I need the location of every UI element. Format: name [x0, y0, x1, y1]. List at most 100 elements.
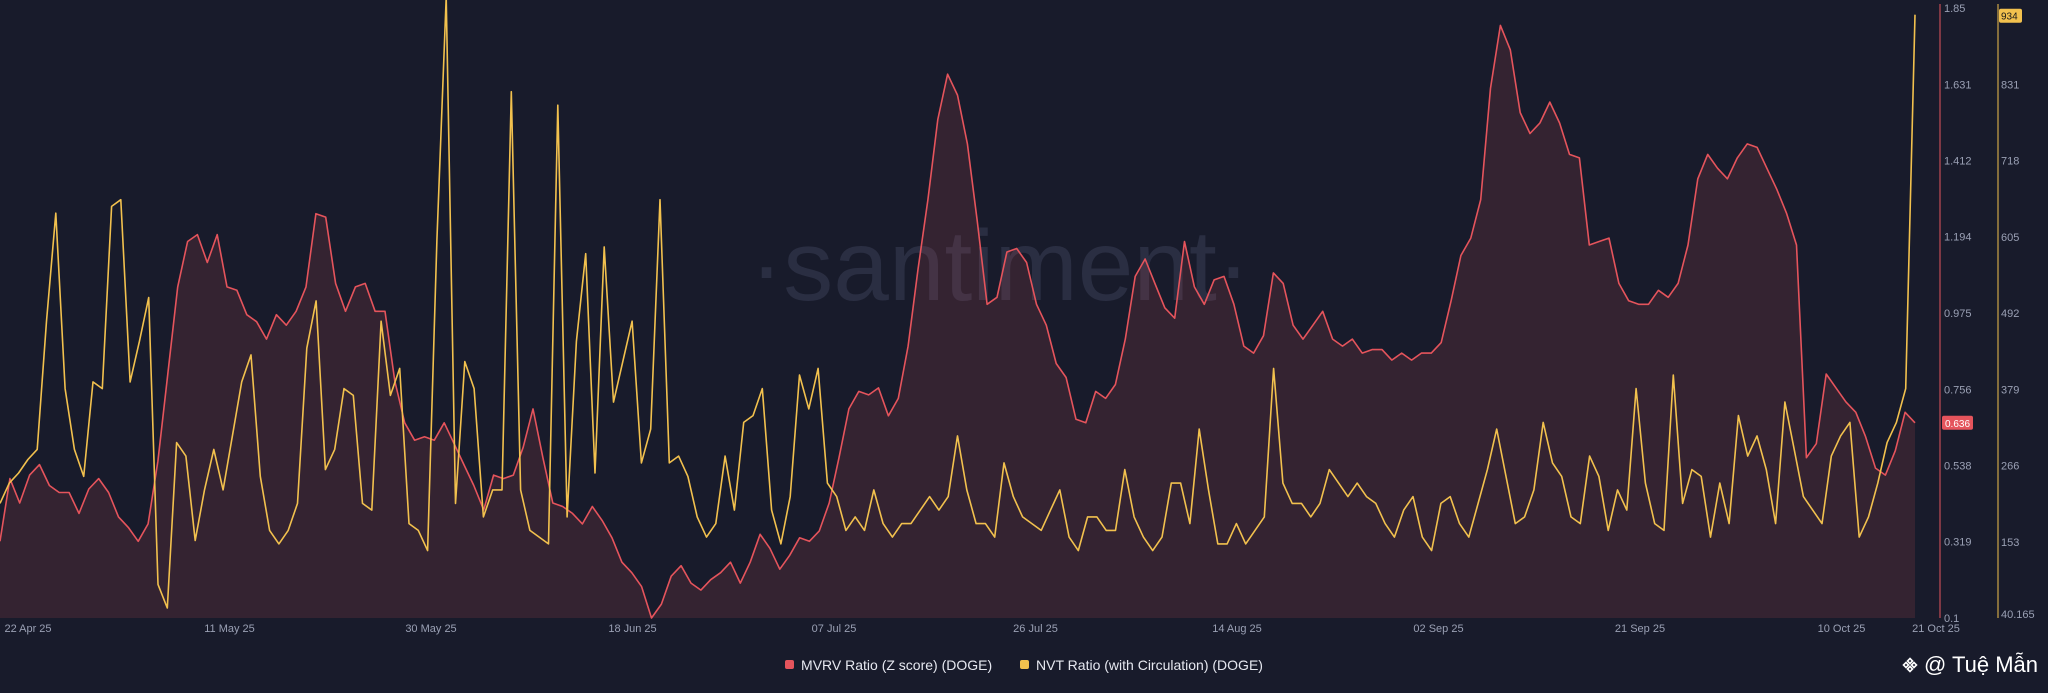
nvt-point	[92, 381, 94, 383]
mvrv-point	[710, 579, 712, 581]
nvt-point	[1189, 523, 1191, 525]
mvrv-point	[1213, 279, 1215, 281]
nvt-point	[139, 341, 141, 343]
nvt-point	[1431, 550, 1433, 552]
brand-label: @ Tuệ Mẫn	[1923, 652, 2038, 677]
mvrv-point	[888, 415, 890, 417]
mvrv-point	[1332, 338, 1334, 340]
mvrv-point	[1460, 255, 1462, 257]
mvrv-point	[1440, 342, 1442, 344]
mvrv-point	[651, 617, 653, 619]
nvt-point	[1663, 530, 1665, 532]
mvrv-point	[730, 561, 732, 563]
mvrv-point	[266, 338, 268, 340]
mvrv-point	[562, 506, 564, 508]
mvrv-line	[0, 24, 1916, 619]
mvrv-point	[1865, 436, 1867, 438]
y-right-tick-label: 605	[2001, 232, 2019, 244]
nvt-point	[1133, 516, 1135, 518]
nvt-point	[780, 543, 782, 545]
nvt-point	[947, 496, 949, 498]
mvrv-point	[216, 234, 218, 236]
mvrv-point	[532, 408, 534, 410]
mvrv-point	[98, 478, 100, 480]
nvt-point	[222, 489, 224, 491]
mvrv-point	[1490, 87, 1492, 89]
nvt-point	[789, 496, 791, 498]
mvrv-point	[1786, 213, 1788, 215]
nvt-point	[1756, 435, 1758, 437]
nvt-point	[501, 489, 503, 491]
mvrv-point	[1312, 324, 1314, 326]
nvt-point	[8, 482, 10, 484]
mvrv-point	[206, 262, 208, 264]
nvt-point	[204, 489, 206, 491]
nvt-point	[901, 523, 903, 525]
nvt-point	[1691, 469, 1693, 471]
nvt-point	[1747, 455, 1749, 457]
mvrv-point	[542, 457, 544, 459]
nvt-point	[167, 607, 169, 609]
nvt-point	[836, 496, 838, 498]
nvt-point	[1477, 503, 1479, 505]
nvt-point	[1236, 523, 1238, 525]
nvt-point	[1459, 523, 1461, 525]
mvrv-point	[118, 516, 120, 518]
nvt-point	[799, 374, 801, 376]
mvrv-point	[1411, 359, 1413, 361]
nvt-point	[1821, 523, 1823, 525]
nvt-point	[1868, 516, 1870, 518]
mvrv-point	[1776, 188, 1778, 190]
mvrv-point	[1381, 349, 1383, 351]
nvt-point	[1831, 455, 1833, 457]
x-tick-label: 30 May 25	[405, 623, 456, 635]
y-right-tick-label: 40.165	[2001, 609, 2035, 621]
mvrv-point	[1203, 303, 1205, 305]
nvt-point	[1468, 536, 1470, 538]
mvrv-point	[9, 478, 11, 480]
y-left-tick-label: 1.412	[1944, 156, 1972, 168]
mvrv-point	[1598, 241, 1600, 243]
mvrv-point	[1638, 303, 1640, 305]
y-right-tick-label: 266	[2001, 461, 2019, 473]
mvrv-point	[1253, 352, 1255, 354]
nvt-badge-bg	[1999, 8, 2022, 23]
y-right-tick-label: 718	[2001, 156, 2019, 168]
mvrv-point	[1292, 324, 1294, 326]
nvt-point	[343, 388, 345, 390]
x-tick-label: 14 Aug 25	[1212, 623, 1262, 635]
nvt-point	[910, 523, 912, 525]
y-right-tick-label: 492	[2001, 308, 2019, 320]
mvrv-point	[1687, 244, 1689, 246]
y-left-tick-label: 0.975	[1944, 308, 1972, 320]
mvrv-point	[167, 373, 169, 375]
nvt-point	[929, 496, 931, 498]
mvrv-point	[1223, 276, 1225, 278]
nvt-point	[111, 206, 113, 208]
x-tick-label: 10 Oct 25	[1818, 623, 1866, 635]
nvt-point	[613, 401, 615, 403]
nvt-point	[985, 523, 987, 525]
mvrv-point	[1352, 338, 1354, 340]
mvrv-point	[276, 314, 278, 316]
nvt-point	[1152, 550, 1154, 552]
nvt-point	[1635, 388, 1637, 390]
legend-item-mvrv[interactable]: MVRV Ratio (Z score) (DOGE)	[785, 657, 992, 673]
mvrv-point	[631, 572, 633, 574]
nvt-point	[36, 449, 38, 451]
mvrv-point	[769, 547, 771, 549]
nvt-point	[306, 347, 308, 349]
mvrv-point	[1174, 317, 1176, 319]
legend-item-nvt[interactable]: NVT Ratio (with Circulation) (DOGE)	[1020, 657, 1263, 673]
nvt-point	[817, 368, 819, 370]
nvt-point	[1208, 489, 1210, 491]
mvrv-point	[1618, 283, 1620, 285]
mvrv-point	[1006, 251, 1008, 253]
nvt-point	[1291, 503, 1293, 505]
nvt-point	[483, 516, 485, 518]
mvrv-point	[78, 513, 80, 515]
mvrv-point	[789, 554, 791, 556]
mvrv-point	[1737, 157, 1739, 159]
nvt-point	[464, 361, 466, 363]
mvrv-point	[1164, 307, 1166, 309]
